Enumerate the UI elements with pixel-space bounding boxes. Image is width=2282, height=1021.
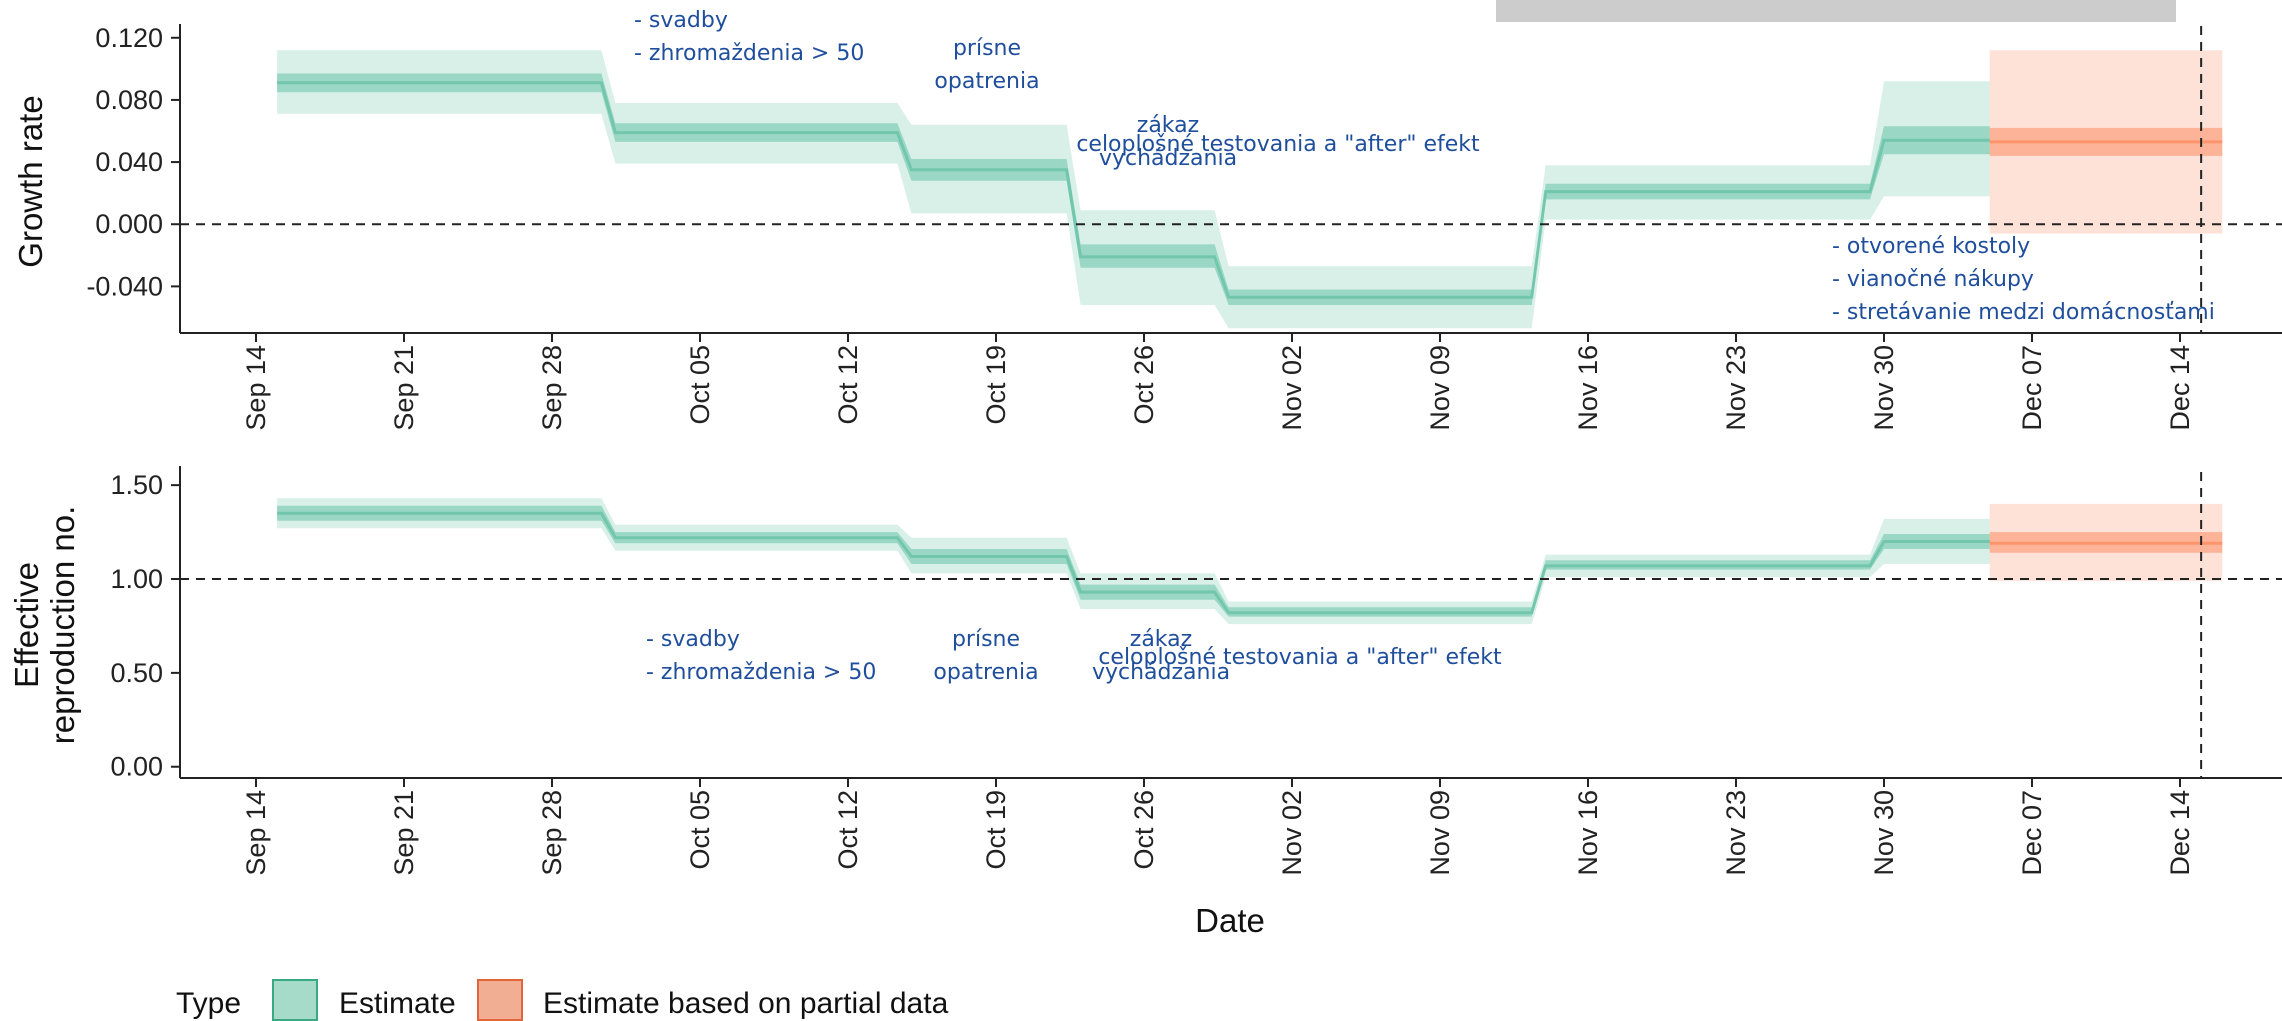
annotation-line: - stretávanie medzi domácnosťami: [1832, 300, 2215, 325]
x-tick-label: Sep 14: [241, 790, 271, 876]
y-tick-label: 0.50: [110, 658, 163, 688]
legend-label-partial: Estimate based on partial data: [543, 987, 949, 1020]
annotation-text: zákaz vychádzania: [1099, 113, 1237, 171]
x-tick-label: Sep 28: [537, 345, 567, 431]
x-tick-label: Oct 12: [833, 345, 863, 425]
x-tick-label: Dec 14: [2165, 790, 2195, 876]
annotation-text: - svadby - zhromaždenia > 50: [646, 627, 876, 685]
y-axis-title: Effectivereproduction no.: [8, 506, 81, 745]
annotation-line: - svadby: [634, 8, 728, 33]
x-tick-label: Oct 19: [981, 345, 1011, 425]
x-tick-label: Nov 02: [1277, 790, 1307, 876]
y-tick-label: 0.00: [110, 752, 163, 782]
annotation-line: zákaz: [1130, 627, 1192, 652]
y-tick-label: 0.000: [95, 209, 163, 239]
annotation-text: - otvorené kostoly - vianočné nákupy - str…: [1832, 234, 2215, 325]
x-tick-label: Nov 16: [1573, 345, 1603, 431]
x-tick-label: Nov 16: [1573, 790, 1603, 876]
annotation-line: prísne: [952, 627, 1020, 652]
x-tick-label: Oct 19: [981, 790, 1011, 870]
y-tick-label: -0.040: [86, 271, 163, 301]
x-tick-label: Oct 26: [1129, 790, 1159, 870]
x-tick-label: Sep 28: [537, 790, 567, 876]
annotation-line: vychádzania: [1099, 146, 1237, 171]
annotation-line: opatrenia: [934, 69, 1039, 94]
legend-label-estimate: Estimate: [339, 987, 456, 1020]
x-tick-label: Nov 23: [1721, 790, 1751, 876]
y-tick-label: 0.080: [95, 85, 163, 115]
annotation-text: prísne opatrenia: [933, 627, 1038, 685]
annotation-text: celoplošné testovania a "after" efekt: [1076, 132, 1480, 157]
x-tick-label: Oct 05: [685, 345, 715, 425]
annotation-line: - zhromaždenia > 50: [634, 41, 864, 66]
chart-panels: -0.040 0.000 0.040 0.080 0.120 Sep 14 Sep 21 Se…: [8, 8, 2282, 876]
annotation-text: - svadby - zhromaždenia > 50: [634, 8, 864, 66]
annotation-line: vychádzania: [1092, 660, 1230, 685]
median-line: [277, 511, 1990, 615]
median-line: [277, 81, 1990, 299]
y-tick-label: 1.50: [110, 470, 163, 500]
annotation-line: - vianočné nákupy: [1832, 267, 2034, 292]
annotation-line: celoplošné testovania a "after" efekt: [1098, 645, 1502, 670]
legend-swatch-estimate: [272, 979, 318, 1021]
series-estimate: [277, 498, 1990, 625]
x-tick-label: Oct 26: [1129, 345, 1159, 425]
x-tick-label: Dec 14: [2165, 345, 2195, 431]
y-tick-label: 1.00: [110, 564, 163, 594]
series-partial: [1989, 50, 2223, 234]
x-tick-label: Oct 05: [685, 790, 715, 870]
annotation-text: celoplošné testovania a "after" efekt: [1098, 645, 1502, 670]
x-tick-label: Sep 21: [389, 345, 419, 431]
x-tick-label: Dec 07: [2017, 790, 2047, 876]
annotation-line: zákaz: [1137, 113, 1199, 138]
x-tick-label: Nov 02: [1277, 345, 1307, 431]
annotation-line: opatrenia: [933, 660, 1038, 685]
annotation-line: - otvorené kostoly: [1832, 234, 2030, 259]
x-tick-label: Sep 21: [389, 790, 419, 876]
x-tick-label: Nov 30: [1869, 345, 1899, 431]
legend: Type Estimate Estimate based on partial …: [176, 979, 949, 1021]
series-estimate: [277, 50, 1990, 329]
y-axis-title-line: Effective: [8, 562, 45, 688]
annotation-text: zákaz vychádzania: [1092, 627, 1230, 685]
y-tick-label: 0.120: [95, 23, 163, 53]
x-tick-label: Oct 12: [833, 790, 863, 870]
legend-title: Type: [176, 987, 241, 1020]
y-tick-label: 0.040: [95, 147, 163, 177]
chart-panel-2: 0.00 0.50 1.00 1.50 Sep 14 Sep 21 Sep 28 Oct 05…: [8, 466, 2282, 876]
annotation-line: - zhromaždenia > 50: [646, 660, 876, 685]
x-tick-label: Nov 23: [1721, 345, 1751, 431]
x-tick-label: Dec 07: [2017, 345, 2047, 431]
x-axis-title: Date: [1195, 902, 1265, 939]
band-outer: [277, 50, 1990, 329]
x-tick-label: Nov 09: [1425, 790, 1455, 876]
chart-panel-1: -0.040 0.000 0.040 0.080 0.120 Sep 14 Sep 21 Se…: [12, 8, 2282, 431]
band-outer: [277, 498, 1990, 625]
series-partial: [1989, 503, 2223, 581]
annotation-line: celoplošné testovania a "after" efekt: [1076, 132, 1480, 157]
annotation-line: prísne: [953, 36, 1021, 61]
band-inner: [277, 505, 1990, 617]
x-tick-label: Nov 09: [1425, 345, 1455, 431]
annotation-text: prísne opatrenia: [934, 36, 1039, 94]
x-tick-label: Sep 14: [241, 345, 271, 431]
y-axis-title: Growth rate: [12, 95, 49, 267]
top-gray-bar: [1496, 0, 2176, 22]
x-tick-label: Nov 30: [1869, 790, 1899, 876]
annotation-line: - svadby: [646, 627, 740, 652]
legend-swatch-partial: [477, 979, 523, 1021]
y-axis-title-line: reproduction no.: [44, 506, 81, 745]
